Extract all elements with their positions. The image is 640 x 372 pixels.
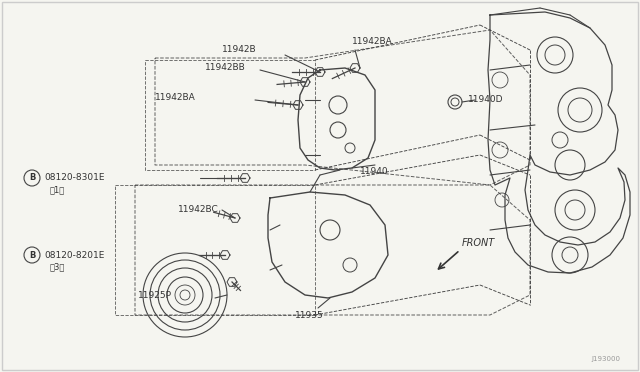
Text: FRONT: FRONT xyxy=(462,238,495,248)
Text: 11942BC: 11942BC xyxy=(178,205,219,215)
Text: B: B xyxy=(29,250,35,260)
Text: 11942BA: 11942BA xyxy=(352,38,393,46)
Text: 11935: 11935 xyxy=(295,311,324,320)
Text: J193000: J193000 xyxy=(591,356,620,362)
Text: 08120-8201E: 08120-8201E xyxy=(44,250,104,260)
Text: 11942B: 11942B xyxy=(222,45,257,55)
Text: 〈3〉: 〈3〉 xyxy=(50,263,65,272)
Text: 08120-8301E: 08120-8301E xyxy=(44,173,104,183)
Text: 11940: 11940 xyxy=(360,167,388,176)
Text: 〈1〉: 〈1〉 xyxy=(50,186,65,195)
Text: B: B xyxy=(29,173,35,183)
Text: 11942BA: 11942BA xyxy=(155,93,196,103)
Text: 11925P: 11925P xyxy=(138,291,172,299)
Text: 11942BB: 11942BB xyxy=(205,64,246,73)
Text: 11940D: 11940D xyxy=(468,96,504,105)
